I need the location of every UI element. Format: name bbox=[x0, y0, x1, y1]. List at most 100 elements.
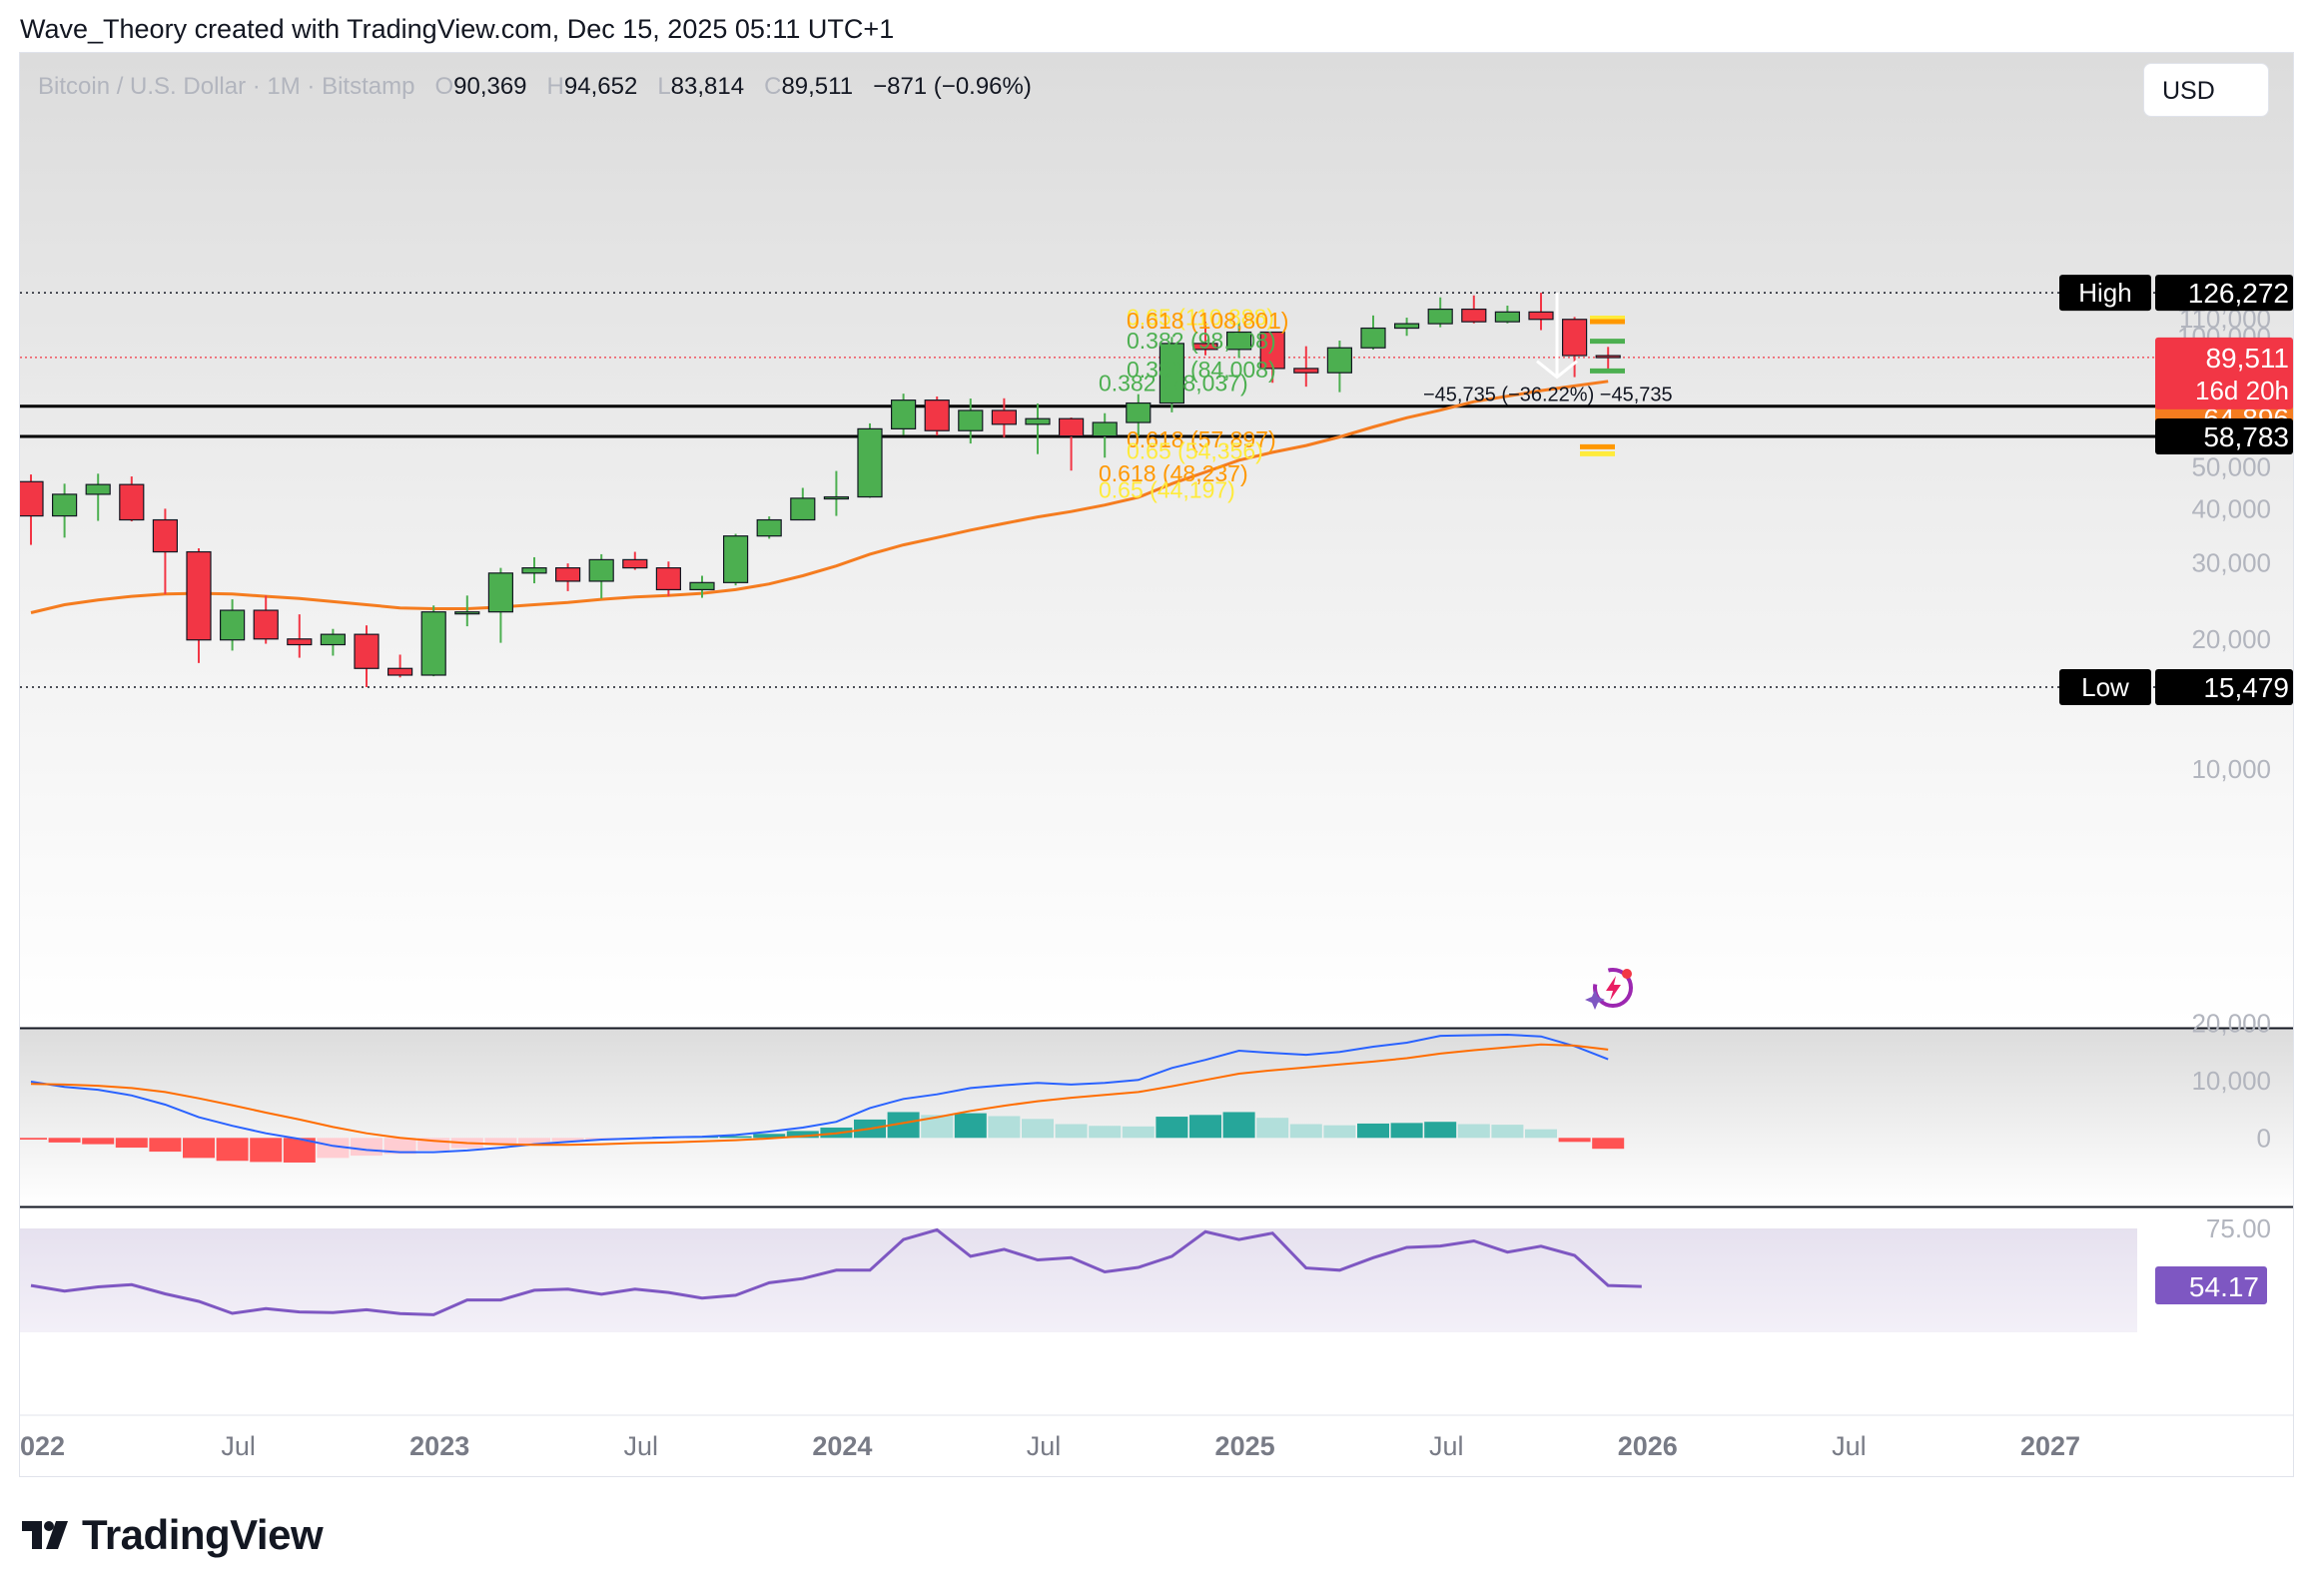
candle-down[interactable] bbox=[924, 396, 950, 435]
macd-histogram-bar bbox=[1156, 1117, 1188, 1139]
candle-down[interactable] bbox=[1293, 346, 1319, 388]
macd-histogram-bar bbox=[1357, 1123, 1389, 1139]
rsi-tick-label: 75.00 bbox=[2206, 1213, 2271, 1243]
candle-up[interactable] bbox=[220, 599, 246, 651]
candle-up[interactable] bbox=[890, 394, 917, 435]
fib-level-label[interactable]: 0.382 (78,037) bbox=[1099, 371, 1248, 397]
symbol-name[interactable]: Bitcoin / U.S. Dollar · 1M · Bitstamp bbox=[38, 73, 415, 100]
candle-down[interactable] bbox=[253, 595, 279, 644]
close-label: C bbox=[764, 73, 782, 100]
candle-up[interactable] bbox=[722, 533, 749, 586]
event-icon[interactable] bbox=[1585, 968, 1633, 1010]
candle-down[interactable] bbox=[655, 561, 682, 597]
candle-up[interactable] bbox=[1158, 337, 1185, 412]
main-pane-bg bbox=[20, 53, 2293, 1028]
macd-line[interactable] bbox=[30, 1033, 1609, 1154]
candle-up[interactable] bbox=[689, 575, 715, 598]
fib-level-label[interactable]: 0.618 (48,237) bbox=[1099, 460, 1248, 486]
candle-down[interactable] bbox=[554, 563, 581, 591]
candle-down[interactable] bbox=[1595, 347, 1621, 371]
macd-histogram-bar bbox=[1256, 1118, 1289, 1139]
candle-up[interactable] bbox=[1427, 297, 1453, 328]
candle-up[interactable] bbox=[1326, 340, 1353, 393]
candle-body bbox=[890, 399, 917, 429]
fib-level-label[interactable]: 0.618 (57,897) bbox=[1127, 426, 1276, 452]
candle-down[interactable] bbox=[20, 474, 44, 545]
candle-down[interactable] bbox=[1192, 321, 1218, 356]
fib-level-label[interactable]: 0.382 (84,008) bbox=[1127, 357, 1276, 383]
candle-up[interactable] bbox=[1360, 315, 1386, 351]
candle-down[interactable] bbox=[354, 625, 380, 687]
candle-down[interactable] bbox=[119, 476, 145, 522]
candle-up[interactable] bbox=[1393, 318, 1420, 337]
candle-body bbox=[1461, 308, 1487, 323]
candle-up[interactable] bbox=[1494, 306, 1521, 324]
candle-up[interactable] bbox=[1092, 412, 1118, 458]
candle-down[interactable] bbox=[152, 508, 178, 594]
candle-up[interactable] bbox=[1225, 319, 1252, 359]
candle-down[interactable] bbox=[1259, 331, 1285, 384]
candle-up[interactable] bbox=[521, 556, 547, 584]
high-flag[interactable]: High 126,272 bbox=[2059, 275, 2293, 312]
candle-body bbox=[354, 633, 380, 669]
candle-down[interactable] bbox=[1058, 417, 1085, 471]
fib-level-label[interactable]: 0.65 (110,888) bbox=[1127, 305, 1274, 331]
candle-up[interactable] bbox=[958, 399, 984, 444]
tradingview-logo-icon bbox=[22, 1521, 68, 1549]
candle-down[interactable] bbox=[991, 398, 1018, 437]
candle-up[interactable] bbox=[320, 628, 346, 656]
rsi-band bbox=[20, 1228, 2137, 1332]
candle-down[interactable] bbox=[287, 614, 313, 658]
candle-up[interactable] bbox=[790, 487, 816, 521]
candle-up[interactable] bbox=[857, 422, 883, 498]
candle-up[interactable] bbox=[487, 567, 513, 643]
rsi-line[interactable] bbox=[30, 1227, 1642, 1316]
candle-up[interactable] bbox=[1025, 403, 1051, 454]
high-label: H bbox=[546, 73, 564, 100]
candle-up[interactable] bbox=[85, 473, 111, 521]
candle-down[interactable] bbox=[622, 551, 648, 570]
low-flag[interactable]: Low 15,479 bbox=[2059, 669, 2293, 705]
candle-up[interactable] bbox=[756, 516, 782, 539]
macd-histogram-bar bbox=[753, 1134, 786, 1139]
moving-average-line[interactable] bbox=[30, 380, 1609, 614]
brand-logo[interactable]: TradingView bbox=[20, 1510, 324, 1560]
candle-up[interactable] bbox=[1126, 394, 1152, 436]
candle-body bbox=[1192, 343, 1218, 351]
candle-body bbox=[1528, 311, 1554, 321]
macd-histogram-bar bbox=[1457, 1124, 1490, 1139]
currency-button[interactable]: USD bbox=[2143, 63, 2269, 117]
candle-up[interactable] bbox=[51, 483, 78, 538]
candle-body bbox=[1326, 347, 1353, 374]
level-flag-58783-text: 58,783 bbox=[2203, 421, 2289, 452]
candle-up[interactable] bbox=[588, 553, 614, 599]
high-value: 94,652 bbox=[563, 73, 638, 100]
candle-up[interactable] bbox=[823, 470, 850, 516]
candle-down[interactable] bbox=[387, 654, 413, 678]
event-dot bbox=[1622, 969, 1632, 979]
macd-histogram-bar bbox=[183, 1138, 215, 1159]
candle-up[interactable] bbox=[420, 605, 446, 677]
candle-body bbox=[1092, 421, 1118, 437]
chart-frame[interactable]: −45,735 (−36.22%) −45,735 0.65 (110,888) 0… bbox=[19, 52, 2294, 1477]
fib-level-label[interactable]: 0.65 (54,356) bbox=[1127, 438, 1263, 464]
fib-level-label[interactable]: 0.382 (98,008) bbox=[1127, 328, 1276, 354]
time-tick-label: Jul bbox=[1832, 1431, 1867, 1461]
candle-down[interactable] bbox=[1528, 293, 1554, 331]
candle-down[interactable] bbox=[1461, 295, 1487, 324]
level-flag-58783[interactable]: 58,783 bbox=[2155, 417, 2293, 454]
candle-down[interactable] bbox=[1561, 317, 1588, 378]
time-tick-label: 2027 bbox=[2020, 1431, 2080, 1461]
rsi-value-flag[interactable]: 54.17 bbox=[2155, 1266, 2267, 1305]
macd-histogram-bar bbox=[719, 1136, 752, 1139]
candle-down[interactable] bbox=[186, 548, 212, 663]
macd-signal-line[interactable] bbox=[30, 1043, 1609, 1147]
brand-name: TradingView bbox=[82, 1511, 324, 1558]
fib-level-label[interactable]: 0.65 (44,197) bbox=[1099, 477, 1235, 503]
candle-body bbox=[186, 550, 212, 641]
candle-up[interactable] bbox=[454, 595, 480, 627]
fib-level-label[interactable]: 0.618 (108,801) bbox=[1127, 308, 1288, 334]
candle-body bbox=[51, 493, 78, 517]
